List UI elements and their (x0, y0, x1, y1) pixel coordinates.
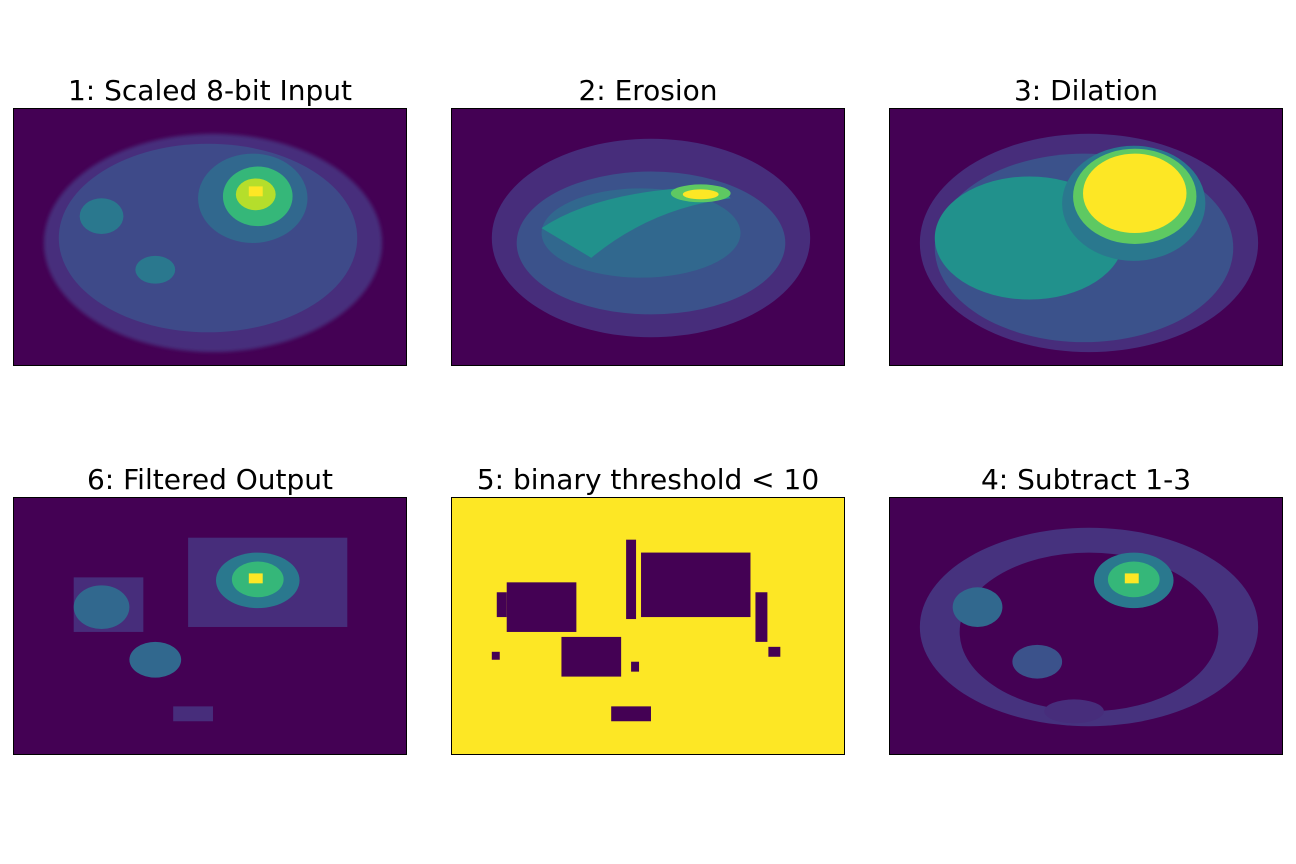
image-panel-dilation (889, 108, 1283, 366)
panel-title-2: 2: Erosion (578, 74, 718, 107)
image-panel-binary-threshold (451, 497, 845, 755)
panel-title-1: 1: Scaled 8-bit Input (67, 74, 352, 107)
panel-title-5: 5: binary threshold < 10 (476, 463, 820, 496)
erosion-image (452, 109, 844, 365)
dilation-image (890, 109, 1282, 365)
scaled-input-image (14, 109, 406, 365)
panel-title-6: 6: Filtered Output (86, 463, 334, 496)
panel-title-4: 4: Subtract 1-3 (980, 463, 1192, 496)
binary-threshold-image (452, 498, 844, 754)
filtered-output-image (14, 498, 406, 754)
panel-title-3: 3: Dilation (1013, 74, 1159, 107)
image-panel-subtract (889, 497, 1283, 755)
subtract-image (890, 498, 1282, 754)
image-panel-erosion (451, 108, 845, 366)
image-panel-filtered-output (13, 497, 407, 755)
image-panel-scaled-input (13, 108, 407, 366)
